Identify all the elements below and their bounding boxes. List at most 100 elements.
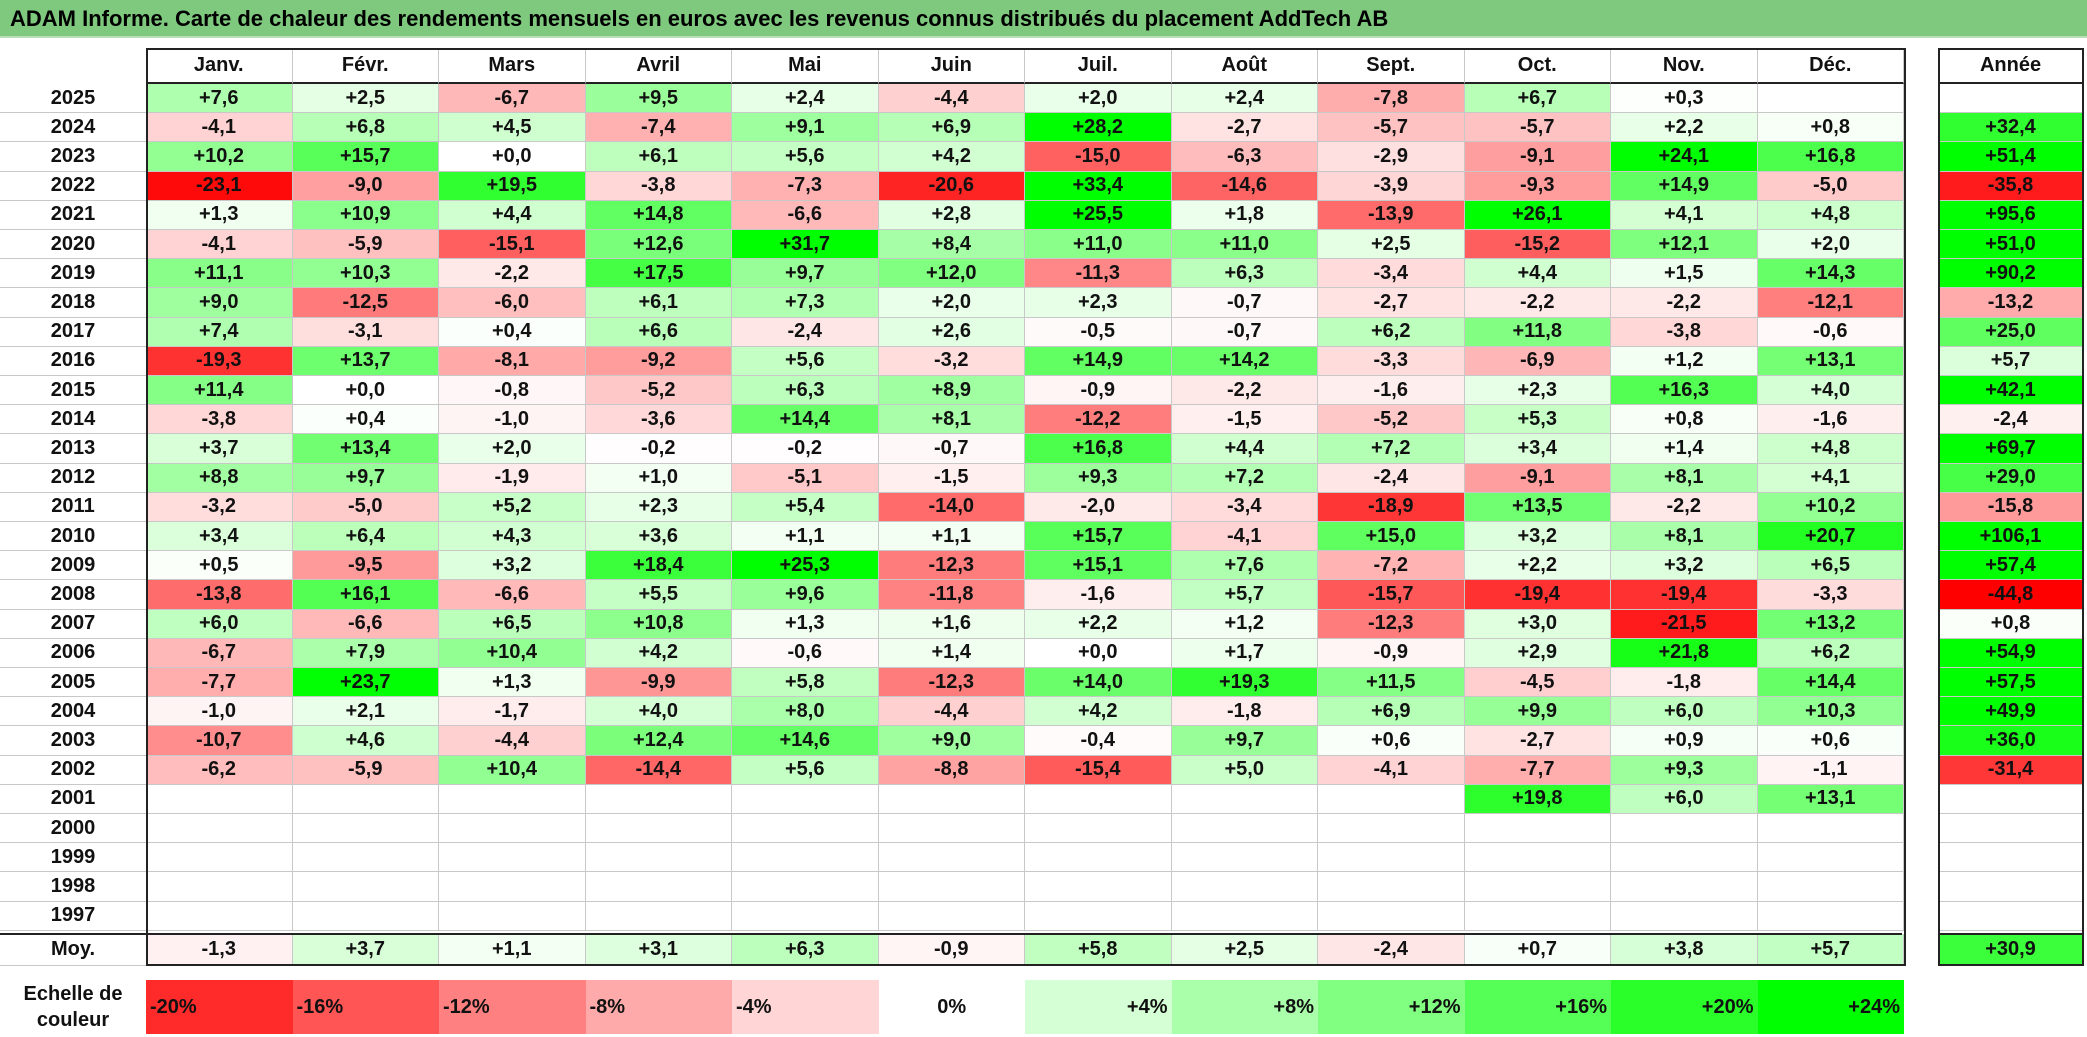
- heatmap-cell: [585, 872, 732, 902]
- heatmap-cell: -1,8: [1171, 697, 1318, 727]
- heatmap-cell: -12,5: [292, 288, 439, 318]
- heatmap-cell: +0,9: [1611, 726, 1758, 756]
- heatmap-cell: [732, 843, 879, 873]
- annual-cell: [1938, 814, 2084, 844]
- month-header: Nov.: [1611, 48, 1758, 84]
- heatmap-cell: -19,3: [146, 346, 293, 376]
- heatmap-cell: +31,7: [732, 230, 879, 260]
- heatmap-cell: +1,4: [878, 638, 1025, 668]
- year-label: 2007: [0, 610, 146, 639]
- heatmap-cell: -3,4: [1171, 492, 1318, 522]
- heatmap-cell: -9,0: [292, 171, 439, 201]
- annual-cell: [1938, 872, 2084, 902]
- month-header: Juil.: [1025, 48, 1172, 84]
- year-label: 2016: [0, 347, 146, 376]
- heatmap-cell: [1318, 784, 1465, 814]
- heatmap-cell: +0,8: [1757, 113, 1904, 143]
- month-header: Avril: [585, 48, 732, 84]
- heatmap-cell: +9,0: [146, 288, 293, 318]
- heatmap-cell: +9,7: [732, 259, 879, 289]
- heatmap-cell: +11,0: [1025, 230, 1172, 260]
- heatmap-cell: -15,1: [439, 230, 586, 260]
- heatmap-cell: -3,8: [585, 171, 732, 201]
- heatmap-cell: -3,1: [292, 317, 439, 347]
- heatmap-cell: +9,1: [732, 113, 879, 143]
- heatmap-cell: -0,6: [1757, 317, 1904, 347]
- year-label: 1997: [0, 902, 146, 931]
- heatmap-cell: -6,7: [146, 638, 293, 668]
- heatmap-cell: [1025, 814, 1172, 844]
- month-header: Févr.: [292, 48, 439, 84]
- heatmap-cell: +3,2: [1611, 551, 1758, 581]
- heatmap-cell: +6,0: [146, 609, 293, 639]
- heatmap-cell: -9,1: [1464, 142, 1611, 172]
- year-label: 2019: [0, 259, 146, 289]
- color-scale-label: Echelle de couleur: [0, 978, 146, 1036]
- heatmap-cell: +14,0: [1025, 668, 1172, 698]
- heatmap-cell: +6,8: [292, 113, 439, 143]
- heatmap-cell: -3,6: [585, 405, 732, 435]
- heatmap-cell: +10,3: [1757, 697, 1904, 727]
- heatmap-cell: +2,0: [1757, 230, 1904, 260]
- annual-cell: +69,7: [1938, 434, 2084, 464]
- heatmap-cell: +8,1: [1611, 522, 1758, 552]
- heatmap-cell: +2,9: [1464, 638, 1611, 668]
- heatmap-cell: -23,1: [146, 171, 293, 201]
- heatmap-cell: [1171, 872, 1318, 902]
- heatmap-cell: [146, 843, 293, 873]
- heatmap-cell: +1,5: [1611, 259, 1758, 289]
- heatmap-cell: +4,3: [439, 522, 586, 552]
- heatmap-cell: [878, 872, 1025, 902]
- heatmap-cell: -18,9: [1318, 492, 1465, 522]
- heatmap-cell: -3,2: [878, 346, 1025, 376]
- heatmap-cell: -2,2: [439, 259, 586, 289]
- color-scale-swatch: -20%: [146, 980, 293, 1034]
- annual-cell: [1938, 901, 2084, 931]
- heatmap-cell: +1,8: [1171, 200, 1318, 230]
- heatmap-cell: +21,8: [1611, 638, 1758, 668]
- heatmap-cell: +12,6: [585, 230, 732, 260]
- heatmap-cell: [878, 843, 1025, 873]
- heatmap-cell: +1,3: [732, 609, 879, 639]
- heatmap-cell: +25,3: [732, 551, 879, 581]
- heatmap-cell: -7,4: [585, 113, 732, 143]
- heatmap-cell: [1025, 872, 1172, 902]
- heatmap-cell: [439, 784, 586, 814]
- heatmap-cell: [878, 784, 1025, 814]
- heatmap-cell: +0,8: [1611, 405, 1758, 435]
- heatmap-cell: +13,4: [292, 434, 439, 464]
- heatmap-cell: +6,3: [732, 376, 879, 406]
- heatmap-cell: -0,9: [1025, 376, 1172, 406]
- annual-cell: [1938, 84, 2084, 114]
- heatmap-cell: +2,5: [1318, 230, 1465, 260]
- annual-cell: +106,1: [1938, 522, 2084, 552]
- year-label: 2008: [0, 580, 146, 610]
- heatmap-cell: [439, 843, 586, 873]
- heatmap-cell: +0,3: [1611, 84, 1758, 114]
- annual-cell: +51,0: [1938, 230, 2084, 260]
- heatmap-cell: -3,8: [1611, 317, 1758, 347]
- heatmap-cell: +6,5: [439, 609, 586, 639]
- heatmap-cell: +0,6: [1318, 726, 1465, 756]
- heatmap-cell: [292, 872, 439, 902]
- heatmap-cell: -11,8: [878, 580, 1025, 610]
- heatmap-cell: +5,4: [732, 492, 879, 522]
- annual-cell: -15,8: [1938, 492, 2084, 522]
- heatmap-cell: -8,8: [878, 755, 1025, 785]
- heatmap-cell: +14,2: [1171, 346, 1318, 376]
- heatmap-cell: [1464, 901, 1611, 931]
- heatmap-cell: +16,3: [1611, 376, 1758, 406]
- heatmap-cell: +2,3: [1025, 288, 1172, 318]
- heatmap-cell: -2,2: [1611, 492, 1758, 522]
- average-cell: +3,8: [1611, 934, 1758, 966]
- heatmap-cell: +6,0: [1611, 697, 1758, 727]
- average-cell: -2,4: [1318, 934, 1465, 966]
- heatmap-cell: -1,0: [439, 405, 586, 435]
- heatmap-cell: [732, 901, 879, 931]
- heatmap-cell: +9,7: [1171, 726, 1318, 756]
- annual-cell: +29,0: [1938, 463, 2084, 493]
- heatmap-cell: [878, 901, 1025, 931]
- heatmap-cell: [732, 784, 879, 814]
- heatmap-cell: +8,9: [878, 376, 1025, 406]
- heatmap-cell: -5,9: [292, 755, 439, 785]
